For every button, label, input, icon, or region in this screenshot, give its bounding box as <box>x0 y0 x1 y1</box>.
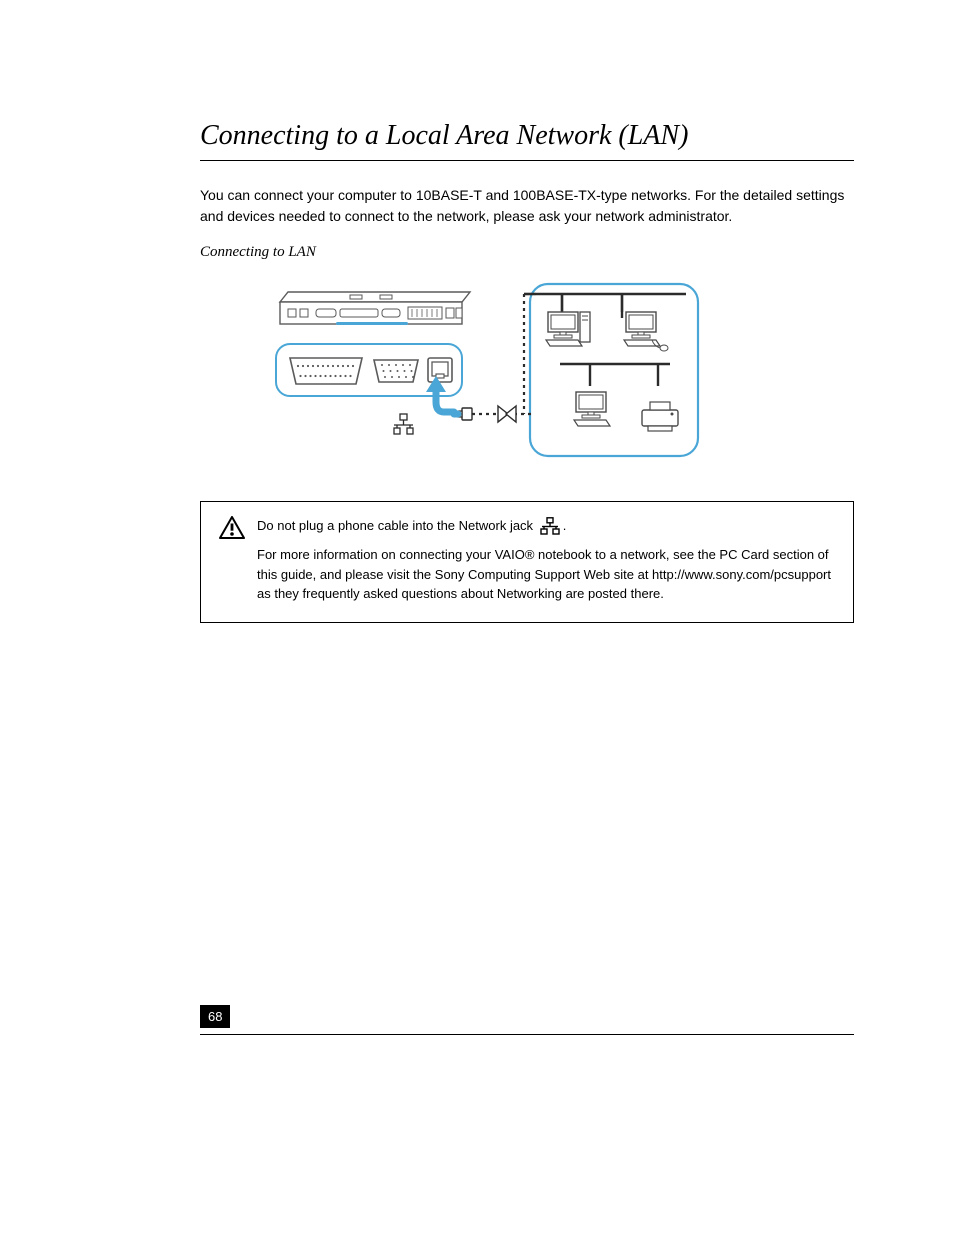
page-title: Connecting to a Local Area Network (LAN) <box>200 120 854 152</box>
network-jack-icon <box>539 517 561 535</box>
page-number: 68 <box>200 1005 230 1028</box>
caution-line1-before: Do not plug a phone cable into the Netwo… <box>257 518 533 533</box>
caution-paragraph: For more information on connecting your … <box>257 547 831 601</box>
caution-box: Do not plug a phone cable into the Netwo… <box>200 501 854 623</box>
network-diagram <box>240 274 700 479</box>
intro-paragraph: You can connect your computer to 10BASE-… <box>200 185 854 227</box>
title-rule <box>200 160 854 161</box>
page-footer: 68 <box>200 1005 854 1035</box>
footer-rule <box>200 1034 854 1035</box>
diagram-caption: Connecting to LAN <box>200 241 854 264</box>
caution-text: Do not plug a phone cable into the Netwo… <box>257 516 835 604</box>
warning-icon <box>219 516 245 540</box>
caution-line1-after: . <box>563 518 567 533</box>
